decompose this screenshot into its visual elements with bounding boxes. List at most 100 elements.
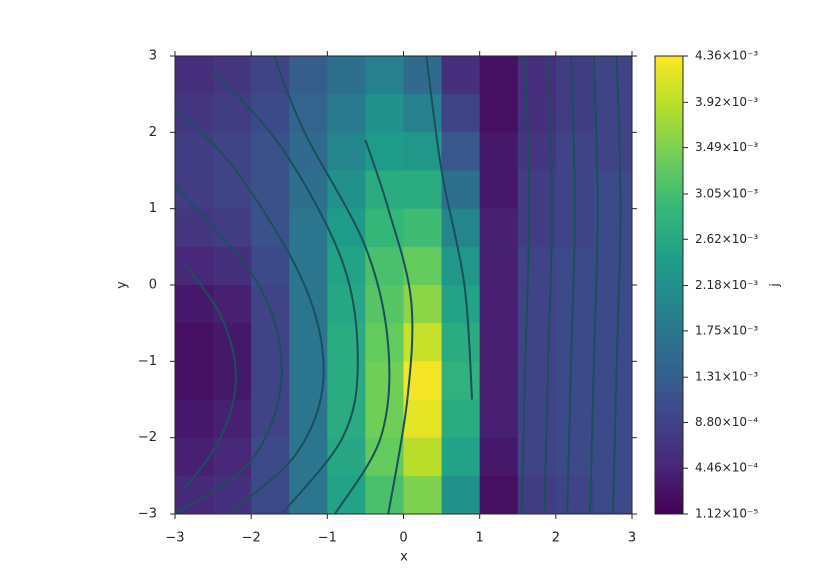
heatmap-cell — [327, 208, 366, 248]
heatmap-cell — [175, 399, 214, 439]
heatmap-cell — [441, 323, 481, 362]
heatmap-cell — [441, 285, 481, 324]
heatmap-cell — [251, 361, 290, 400]
heatmap-cell — [593, 323, 632, 362]
heatmap-cell — [441, 475, 481, 514]
heatmap-cell — [555, 323, 595, 362]
colorbar-tick-label: 3.92×10⁻³ — [695, 95, 758, 109]
heatmap-cell — [213, 56, 252, 95]
heatmap-cell — [479, 285, 519, 324]
heatmap-cell — [479, 361, 519, 400]
heatmap-cell — [365, 170, 404, 210]
heatmap-cell — [593, 56, 632, 95]
x-tick-label: 1 — [476, 531, 484, 546]
heatmap-cell — [175, 208, 214, 248]
heatmap-cell — [251, 285, 290, 324]
heatmap-cell — [555, 399, 595, 439]
heatmap-cell — [175, 170, 214, 210]
heatmap-cell — [213, 170, 252, 210]
colorbar-gradient — [654, 55, 684, 515]
streamline — [543, 56, 554, 514]
heatmap-cell — [403, 208, 443, 248]
heatmap-cell — [403, 170, 443, 210]
heatmap-cell — [403, 132, 443, 171]
heatmap-cell — [555, 94, 595, 133]
heatmap-cell — [479, 56, 519, 95]
streamline — [425, 56, 474, 400]
heatmap-cell — [365, 361, 404, 400]
heatmap-cell — [517, 56, 557, 95]
heatmap-cell — [479, 437, 519, 477]
heatmap-cell — [175, 323, 214, 362]
heatmap-cell — [327, 94, 366, 133]
y-tick-label: −3 — [138, 507, 157, 522]
heatmap-cell — [593, 208, 632, 248]
colorbar-tick-label: 2.18×10⁻³ — [695, 278, 758, 292]
heatmap-cell — [327, 246, 366, 286]
heatmap-cell — [403, 437, 443, 477]
heatmap-cell — [327, 437, 366, 477]
heatmap-cell — [365, 323, 404, 362]
colorbar-tick-label: 3.05×10⁻³ — [695, 186, 758, 200]
streamline — [175, 108, 325, 514]
streamline — [520, 56, 531, 514]
streamline — [212, 70, 359, 514]
heatmap-cell — [365, 94, 404, 133]
heatmap-cell — [593, 170, 632, 210]
heatmap-cell — [403, 246, 443, 286]
y-tick-label: 3 — [149, 49, 157, 64]
heatmap-cell — [213, 437, 252, 477]
heatmap-cell — [555, 285, 595, 324]
streamline — [273, 56, 391, 514]
heatmap-cell — [251, 208, 290, 248]
heatmap-cell — [327, 323, 366, 362]
heatmap-cell — [213, 208, 252, 248]
x-axis-label: x — [400, 550, 408, 565]
heatmap-cell — [441, 361, 481, 400]
heatmap-cell — [441, 56, 481, 95]
heatmap-cell — [289, 56, 328, 95]
heatmap-cell — [403, 56, 443, 95]
heatmap-cell — [403, 475, 443, 514]
colorbar-tick-label: 8.80×10⁻⁴ — [695, 415, 758, 429]
x-tick-label: 2 — [552, 531, 560, 546]
streamline — [611, 56, 622, 514]
heatmap-cell — [517, 208, 557, 248]
streamline — [181, 261, 237, 492]
heatmap-cell — [517, 323, 557, 362]
colorbar-tick-label: 3.49×10⁻³ — [695, 140, 758, 154]
heatmap-cell — [175, 246, 214, 286]
y-tick-label: 1 — [149, 201, 157, 216]
x-tick-label: −1 — [318, 531, 337, 546]
heatmap-cell — [327, 399, 366, 439]
heatmap-cell — [517, 475, 557, 514]
heatmap-cell — [365, 56, 404, 95]
heatmap-cell — [593, 361, 632, 400]
heatmap-cell — [479, 475, 519, 514]
heatmap-cell — [555, 437, 595, 477]
heatmap-cell — [441, 94, 481, 133]
heatmap-cell — [251, 399, 290, 439]
heatmap-cell — [593, 399, 632, 439]
heatmap-cell — [251, 246, 290, 286]
heatmap-cell — [479, 323, 519, 362]
x-tick-label: 0 — [399, 531, 407, 546]
colorbar: j 4.36×10⁻³ 3.92×10⁻³ 3.49×10⁻³ 3.05×10⁻³ 2.… — [654, 49, 782, 521]
heatmap-cell — [365, 246, 404, 286]
heatmap-cell — [213, 475, 252, 514]
heatmap-cell — [593, 285, 632, 324]
heatmap-cell — [441, 399, 481, 439]
colorbar-tick-label: 4.36×10⁻³ — [695, 49, 758, 63]
x-tick-label: −2 — [242, 531, 261, 546]
heatmap-cell — [213, 361, 252, 400]
colorbar-tick-label: 1.75×10⁻³ — [695, 323, 758, 337]
heatmap-cell — [289, 437, 328, 477]
streamline — [566, 56, 576, 514]
heatmap-cell — [213, 94, 252, 133]
heatmap-cell — [479, 170, 519, 210]
heatmap-cell — [251, 56, 290, 95]
heatmap-cell — [327, 56, 366, 95]
heatmap-cell — [251, 94, 290, 133]
heatmap-cell — [327, 361, 366, 400]
